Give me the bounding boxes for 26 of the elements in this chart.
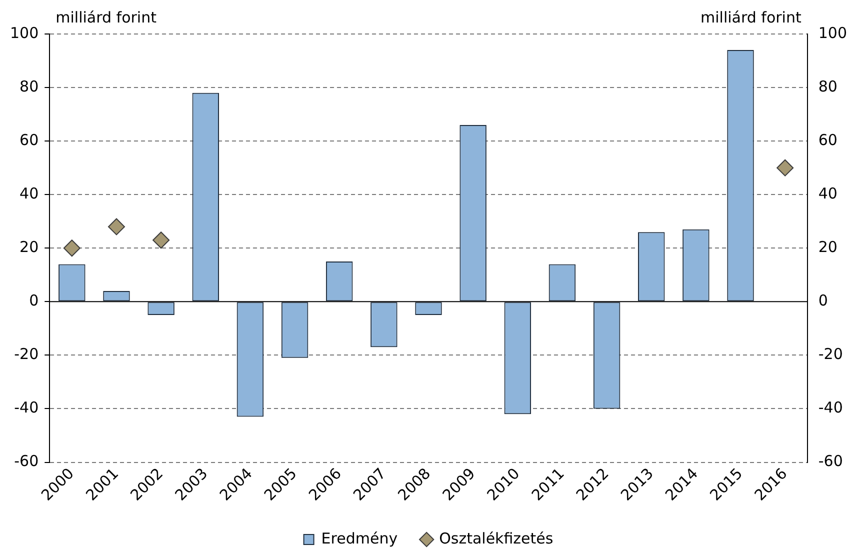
point [776, 159, 794, 176]
point [63, 240, 80, 257]
y-tick-label: 20 [20, 238, 39, 256]
y-tick-label: 0 [29, 292, 39, 310]
y-tick-label: -60 [14, 452, 39, 470]
y2-tick-label: -60 [818, 452, 843, 470]
y2-tick-label: 100 [818, 24, 848, 42]
y-tick-label: -40 [14, 398, 39, 417]
y-tick-label: 40 [20, 184, 39, 202]
y2-tick-label: -40 [818, 398, 843, 417]
y2-tick-label: 60 [818, 130, 838, 149]
y-tick-label: 60 [20, 130, 39, 149]
y2-tick-label: 40 [818, 184, 838, 202]
y-tick-label: 80 [20, 77, 39, 96]
legend-label: Osztalékfizetés [439, 529, 554, 548]
y2-tick-label: 80 [818, 77, 838, 96]
y-axis-title: milliárd forint [56, 8, 157, 26]
y2-tick-label: 0 [818, 292, 828, 310]
point [108, 218, 125, 236]
y-tick-label: 100 [10, 24, 39, 42]
y2-tick-label: -20 [818, 345, 843, 364]
legend-label: Eredmény [321, 529, 398, 548]
y2-axis-title: milliárd forint [700, 8, 802, 26]
y-tick-label: -20 [14, 345, 39, 364]
point [152, 232, 170, 249]
y2-tick-label: 20 [818, 238, 838, 256]
